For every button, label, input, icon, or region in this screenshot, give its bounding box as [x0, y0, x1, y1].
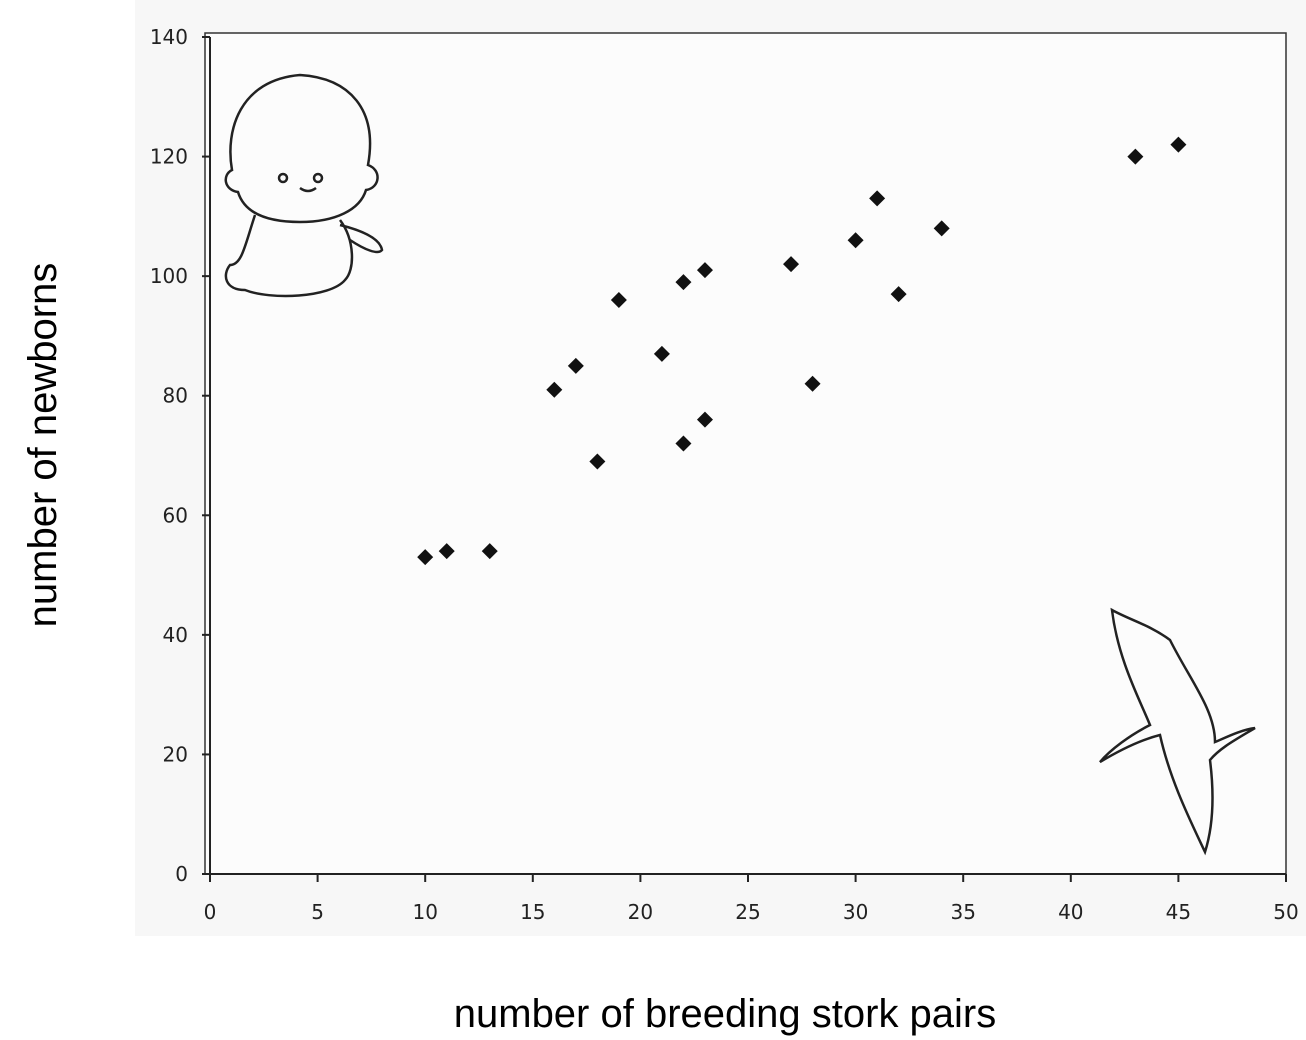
y-tick-label: 60 [163, 503, 188, 527]
x-tick-label: 15 [520, 900, 545, 924]
x-tick-label: 20 [628, 900, 653, 924]
x-tick-label: 0 [204, 900, 217, 924]
x-tick-label: 25 [735, 900, 760, 924]
page: number of breeding stork pairs number of… [0, 0, 1306, 1040]
y-tick-label: 80 [163, 384, 188, 408]
y-tick-label: 140 [150, 25, 188, 49]
y-tick-label: 120 [150, 145, 188, 169]
chart: number of breeding stork pairs number of… [0, 0, 1306, 1040]
y-tick-label: 40 [163, 623, 188, 647]
x-tick-label: 40 [1058, 900, 1083, 924]
x-tick-label: 10 [412, 900, 437, 924]
x-tick-label: 30 [843, 900, 868, 924]
x-tick-label: 45 [1166, 900, 1191, 924]
x-tick-label: 50 [1273, 900, 1298, 924]
x-tick-label: 5 [311, 900, 324, 924]
y-axis-title: number of newborns [21, 263, 65, 628]
y-tick-label: 20 [163, 742, 188, 766]
x-tick-label: 35 [950, 900, 975, 924]
y-tick-label: 100 [150, 264, 188, 288]
x-axis-title: number of breeding stork pairs [454, 992, 997, 1036]
y-tick-label: 0 [175, 862, 188, 886]
